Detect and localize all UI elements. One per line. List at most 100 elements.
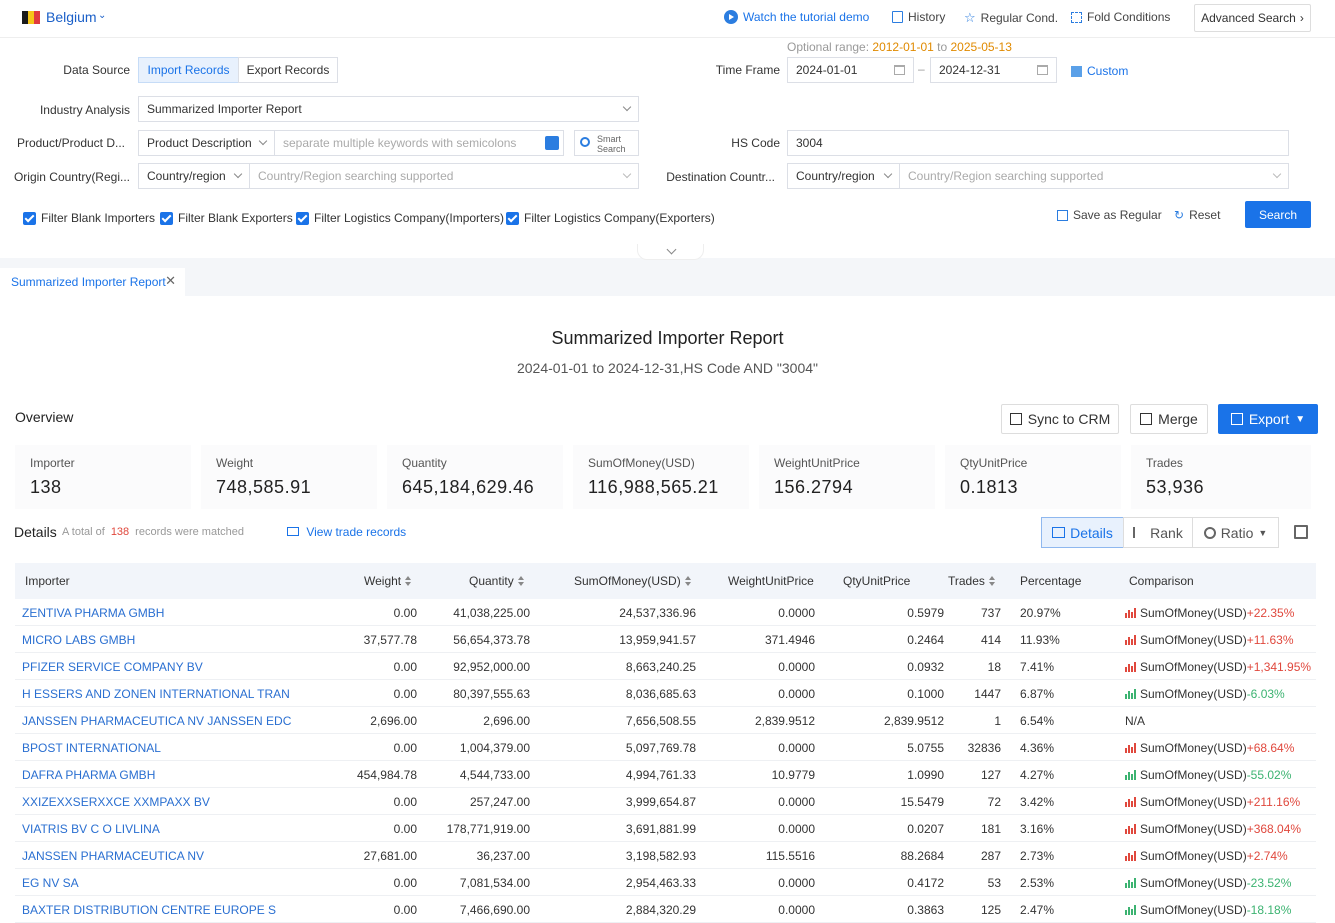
- search-button[interactable]: Search: [1245, 201, 1311, 228]
- weight-unit-price-cell: 0.0000: [778, 876, 815, 890]
- sync-crm-button[interactable]: Sync to CRM: [1001, 404, 1119, 434]
- export-button[interactable]: Export ▼: [1218, 404, 1318, 434]
- comparison-label: SumOfMoney(USD): [1140, 606, 1247, 620]
- close-icon[interactable]: ✕: [165, 273, 176, 288]
- importer-name-link[interactable]: JANSSEN PHARMACEUTICA NV JANSSEN EDC: [22, 714, 292, 728]
- sort-icon[interactable]: [988, 576, 995, 586]
- table-row[interactable]: PFIZER SERVICE COMPANY BV 0.00 92,952,000.…: [15, 653, 1316, 680]
- comparison-value: -6.03%: [1246, 687, 1285, 701]
- stat-label: Importer: [30, 456, 75, 470]
- origin-country-input[interactable]: Country/Region searching supported: [249, 163, 639, 189]
- collapse-handle[interactable]: [637, 244, 704, 260]
- comparison-cell: SumOfMoney(USD) -18.18%: [1125, 903, 1291, 917]
- comparison-label: SumOfMoney(USD): [1140, 633, 1247, 647]
- col-quantity[interactable]: Quantity: [469, 574, 524, 588]
- trades-cell: 1447: [974, 687, 1001, 701]
- table-row[interactable]: JANSSEN PHARMACEUTICA NV 27,681.00 36,237.…: [15, 842, 1316, 869]
- details-count-value: 138: [110, 526, 130, 538]
- table-row[interactable]: H ESSERS AND ZONEN INTERNATIONAL TRAN 0.0…: [15, 680, 1316, 707]
- export-records-tab[interactable]: Export Records: [238, 57, 338, 83]
- industry-analysis-select[interactable]: Summarized Importer Report: [138, 96, 639, 122]
- table-row[interactable]: VIATRIS BV C O LIVLINA 0.00 178,771,919.00…: [15, 815, 1316, 842]
- col-weight-unit-price[interactable]: WeightUnitPrice: [728, 574, 814, 588]
- importer-name-link[interactable]: MICRO LABS GMBH: [22, 633, 136, 647]
- importer-name-link[interactable]: DAFRA PHARMA GMBH: [22, 768, 156, 782]
- export-icon: [1230, 413, 1243, 425]
- col-importer[interactable]: Importer: [25, 574, 70, 588]
- advanced-search-button[interactable]: Advanced Search ›: [1194, 4, 1311, 32]
- filter-logistics-exporters-checkbox[interactable]: Filter Logistics Company(Exporters): [506, 211, 715, 225]
- table-row[interactable]: BPOST INTERNATIONAL 0.00 1,004,379.00 5,097…: [15, 734, 1316, 761]
- ratio-view-button[interactable]: Ratio ▼: [1192, 517, 1279, 548]
- date-to-input[interactable]: 2024-12-31: [930, 57, 1057, 83]
- importer-name-link[interactable]: VIATRIS BV C O LIVLINA: [22, 822, 160, 836]
- tab-summarized-importer-report[interactable]: Summarized Importer Report ✕: [0, 268, 185, 296]
- details-view-button[interactable]: Details: [1041, 517, 1124, 548]
- chevron-down-icon[interactable]: ⌄: [98, 10, 107, 21]
- percentage-cell: 3.42%: [1020, 795, 1055, 809]
- importer-name-link[interactable]: BPOST INTERNATIONAL: [22, 741, 161, 755]
- save-regular-button[interactable]: Save as Regular: [1057, 208, 1162, 222]
- trend-down-icon: [1125, 905, 1136, 915]
- importer-name-link[interactable]: EG NV SA: [22, 876, 79, 890]
- fold-conditions-link[interactable]: Fold Conditions: [1071, 10, 1170, 24]
- table-row[interactable]: EG NV SA 0.00 7,081,534.00 2,954,463.33 0.00…: [15, 869, 1316, 896]
- advanced-search-label: Advanced Search: [1201, 11, 1296, 25]
- weight-cell: 0.00: [393, 606, 417, 620]
- col-percentage[interactable]: Percentage: [1020, 574, 1082, 588]
- table-row[interactable]: XXIZEXXSERXXCE XXMPAXX BV 0.00 257,247.00 3…: [15, 788, 1316, 815]
- top-bar: Belgium ⌄ Watch the tutorial demo Histor…: [0, 0, 1335, 38]
- destination-country-input[interactable]: Country/Region searching supported: [899, 163, 1289, 189]
- date-from-input[interactable]: 2024-01-01: [787, 57, 914, 83]
- col-weight[interactable]: Weight: [364, 574, 412, 588]
- custom-link[interactable]: Custom: [1071, 64, 1128, 78]
- importer-name-link[interactable]: PFIZER SERVICE COMPANY BV: [22, 660, 203, 674]
- history-link[interactable]: History: [892, 10, 945, 24]
- trend-up-icon: [1125, 662, 1136, 672]
- hs-code-input[interactable]: 3004: [787, 130, 1289, 156]
- table-row[interactable]: DAFRA PHARMA GMBH 454,984.78 4,544,733.00 4…: [15, 761, 1316, 788]
- importer-name-link[interactable]: XXIZEXXSERXXCE XXMPAXX BV: [22, 795, 210, 809]
- table-row[interactable]: JANSSEN PHARMACEUTICA NV JANSSEN EDC 2,69…: [15, 707, 1316, 734]
- col-qty-unit-price[interactable]: QtyUnitPrice: [843, 574, 911, 588]
- comparison-cell: SumOfMoney(USD) -23.52%: [1125, 876, 1291, 890]
- filter-logistics-importers-checkbox[interactable]: Filter Logistics Company(Importers): [296, 211, 504, 225]
- rank-view-button[interactable]: Rank: [1123, 517, 1193, 548]
- dest-type-select[interactable]: Country/region: [787, 163, 900, 189]
- translate-icon[interactable]: [545, 136, 559, 150]
- importer-name-link[interactable]: H ESSERS AND ZONEN INTERNATIONAL TRAN: [22, 687, 290, 701]
- col-trades[interactable]: Trades: [948, 574, 995, 588]
- country-selector[interactable]: Belgium: [46, 9, 97, 25]
- industry-analysis-value: Summarized Importer Report: [147, 102, 302, 116]
- regular-cond-link[interactable]: ☆ Regular Cond.: [964, 10, 1058, 26]
- smart-search-button[interactable]: Smart Search: [574, 130, 639, 156]
- filter-blank-importers-checkbox[interactable]: Filter Blank Importers: [23, 211, 155, 225]
- stat-card: Weight 748,585.91: [201, 445, 377, 509]
- table-row[interactable]: BAXTER DISTRIBUTION CENTRE EUROPE S 0.00 7…: [15, 896, 1316, 923]
- origin-type-select[interactable]: Country/region: [138, 163, 250, 189]
- reset-button[interactable]: ↻ Reset: [1174, 208, 1220, 222]
- product-keywords-input[interactable]: separate multiple keywords with semicolo…: [274, 130, 564, 156]
- view-trade-records-link[interactable]: View trade records: [287, 525, 406, 539]
- sort-icon[interactable]: [405, 576, 412, 586]
- qty-unit-price-cell: 0.3863: [907, 903, 944, 917]
- importer-name-link[interactable]: ZENTIVA PHARMA GMBH: [22, 606, 165, 620]
- merge-button[interactable]: Merge: [1130, 404, 1208, 434]
- import-records-tab[interactable]: Import Records: [138, 57, 239, 83]
- table-row[interactable]: MICRO LABS GMBH 37,577.78 56,654,373.78 13,…: [15, 626, 1316, 653]
- importer-name-link[interactable]: BAXTER DISTRIBUTION CENTRE EUROPE S: [22, 903, 277, 917]
- date-separator: –: [918, 62, 925, 76]
- col-comparison[interactable]: Comparison: [1129, 574, 1194, 588]
- importer-name-link[interactable]: JANSSEN PHARMACEUTICA NV: [22, 849, 205, 863]
- optional-range: Optional range: 2012-01-01 to 2025-05-13: [787, 40, 1012, 54]
- sort-icon[interactable]: [684, 576, 691, 586]
- col-sum[interactable]: SumOfMoney(USD): [574, 574, 691, 588]
- fullscreen-icon[interactable]: [1294, 525, 1308, 539]
- belgium-flag-icon[interactable]: [22, 11, 40, 24]
- watch-demo-link[interactable]: Watch the tutorial demo: [724, 10, 869, 24]
- product-type-select[interactable]: Product Description: [138, 130, 275, 156]
- filter-blank-exporters-checkbox[interactable]: Filter Blank Exporters: [160, 211, 293, 225]
- table-row[interactable]: ZENTIVA PHARMA GMBH 0.00 41,038,225.00 24,5…: [15, 599, 1316, 626]
- sort-icon[interactable]: [517, 576, 524, 586]
